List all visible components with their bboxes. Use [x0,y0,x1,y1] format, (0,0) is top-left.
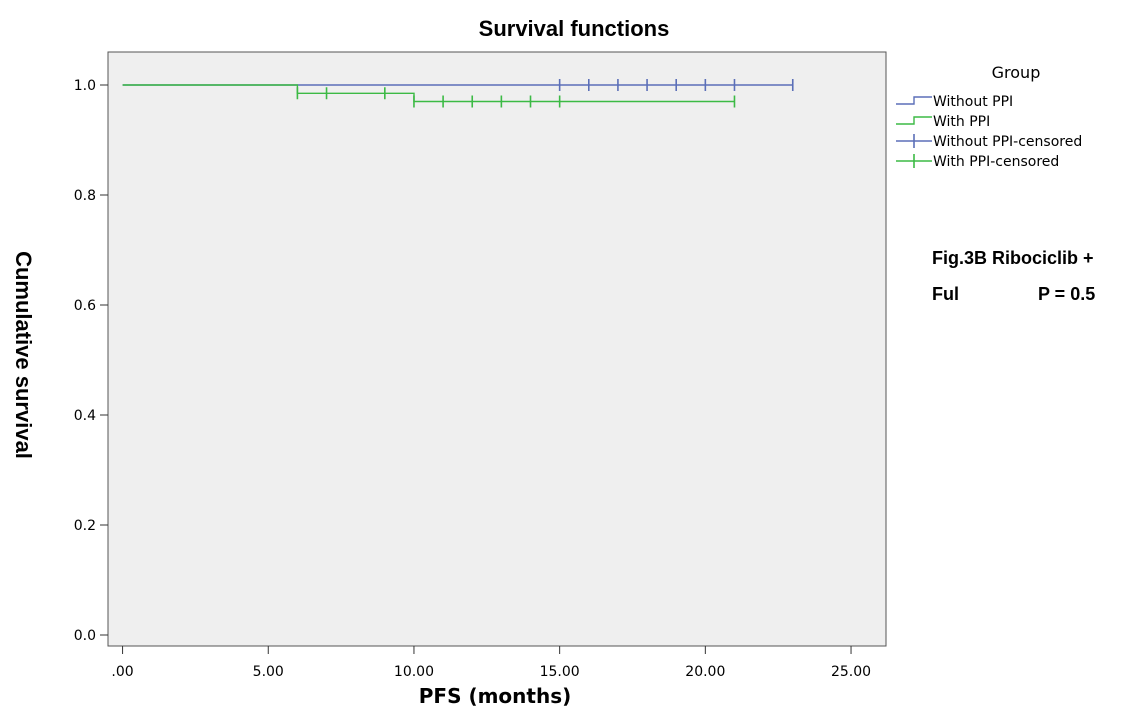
y-tick-label: 0.0 [74,628,96,644]
annotation-line-2: Ful [932,284,959,304]
y-tick-label: 0.4 [74,408,96,424]
legend-label: Without PPI [933,94,1013,110]
x-tick-label: 15.00 [540,664,580,680]
y-tick-label: 0.8 [74,188,96,204]
legend-label: Without PPI-censored [933,134,1082,150]
y-tick-label: 0.6 [74,298,96,314]
x-tick-label: .00 [111,664,133,680]
legend: Group Without PPI With PPI Without PPI-cen… [896,63,1082,170]
y-axis-label: Cumulative survival [11,251,36,459]
y-axis: 0.0 0.2 0.4 0.6 0.8 1.0 [74,78,108,644]
series-line-with-ppi [122,84,735,103]
x-axis: .00 5.00 10.00 15.00 20.00 25.00 [111,646,871,680]
series-layer [122,79,794,108]
legend-step-swatch [896,116,932,125]
y-tick-label: 0.2 [74,518,96,534]
plot-area [107,51,887,647]
annotation-line-1: Fig.3B Ribociclib + [932,248,1094,268]
x-tick-label: 20.00 [685,664,725,680]
y-tick-label: 1.0 [74,78,96,94]
legend-item: Without PPI-censored [896,134,1082,150]
annotation: Fig.3B Ribociclib + Ful P = 0.5 [932,248,1095,304]
x-tick-label: 10.00 [394,664,434,680]
x-axis-label: PFS (months) [419,684,572,708]
legend-item: Without PPI [896,94,1013,110]
legend-item: With PPI-censored [896,154,1059,170]
x-tick-label: 25.00 [831,664,871,680]
annotation-p-value: P = 0.5 [1038,284,1095,304]
x-tick-label: 5.00 [253,664,284,680]
chart-title: Survival functions [479,16,670,41]
legend-item: With PPI [896,114,990,130]
legend-title: Group [992,63,1041,82]
legend-step-swatch [896,96,932,105]
legend-label: With PPI-censored [933,154,1059,170]
legend-label: With PPI [933,114,990,130]
